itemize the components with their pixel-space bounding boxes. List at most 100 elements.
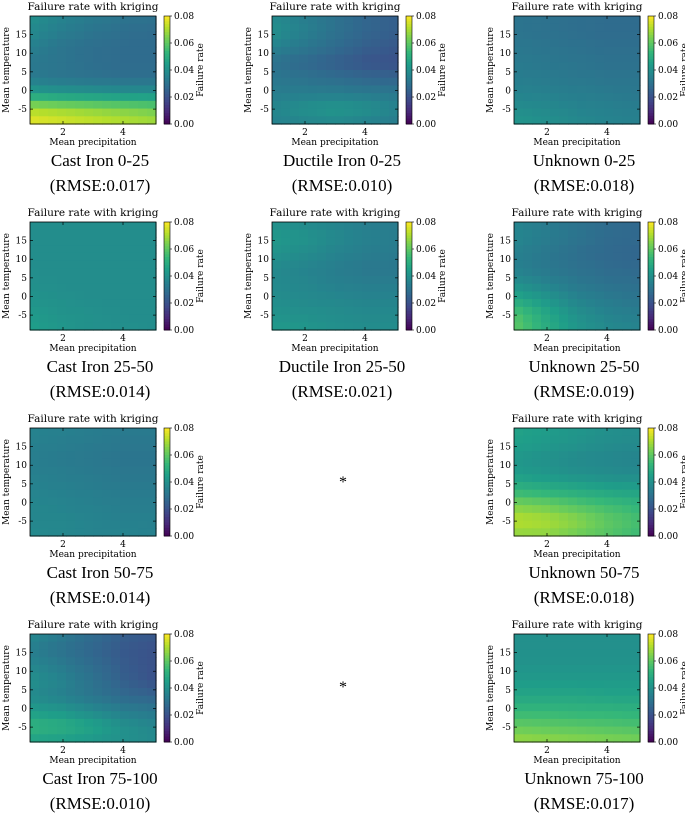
heatmap-cell bbox=[595, 458, 605, 468]
heatmap-cell bbox=[57, 497, 67, 506]
heatmap-cell bbox=[380, 93, 390, 102]
colorbar-segment bbox=[164, 99, 170, 103]
heatmap-cell bbox=[102, 703, 112, 712]
heatmap-cell bbox=[362, 77, 372, 87]
panel-rmse: (RMSE:0.010) bbox=[49, 794, 151, 813]
heatmap-cell bbox=[586, 268, 596, 277]
heatmap-cell bbox=[523, 528, 533, 537]
heatmap-cell bbox=[147, 283, 157, 293]
heatmap-cell bbox=[326, 252, 336, 262]
heatmap-cell bbox=[138, 482, 148, 491]
heatmap-cell bbox=[102, 505, 112, 514]
heatmap-cell bbox=[75, 23, 85, 33]
colorbar-segment bbox=[648, 514, 654, 518]
heatmap-cell bbox=[604, 451, 614, 460]
heatmap-cell bbox=[595, 23, 605, 33]
colorbar-tick-label: 0.02 bbox=[658, 299, 678, 309]
heatmap-cell bbox=[380, 291, 390, 300]
heatmap-cell bbox=[541, 314, 551, 323]
heatmap-cell bbox=[84, 520, 94, 529]
heatmap-cell bbox=[75, 711, 85, 720]
heatmap-cell bbox=[362, 31, 372, 40]
heatmap-cell bbox=[371, 299, 381, 308]
heatmap-cell bbox=[111, 428, 121, 437]
colorbar-segment bbox=[648, 704, 654, 708]
heatmap-cell bbox=[568, 268, 578, 277]
heatmap-cell bbox=[66, 268, 76, 277]
heatmap-cell bbox=[353, 291, 363, 300]
heatmap-cell bbox=[299, 306, 309, 316]
heatmap-cell bbox=[380, 16, 390, 25]
heatmap-cell bbox=[308, 54, 318, 63]
colorbar-segment bbox=[648, 509, 654, 513]
heatmap-cell bbox=[550, 497, 560, 506]
colorbar-segment bbox=[164, 267, 170, 272]
heatmap-cell bbox=[523, 31, 533, 40]
heatmap-cell bbox=[389, 314, 399, 323]
heatmap-cell bbox=[344, 314, 354, 323]
heatmap-cell bbox=[622, 672, 632, 681]
heatmap-cell bbox=[147, 443, 157, 452]
heatmap-cell bbox=[48, 726, 58, 735]
colorbar-segment bbox=[648, 503, 654, 507]
heatmap-cell bbox=[371, 237, 381, 246]
heatmap-cell bbox=[290, 322, 300, 331]
heatmap-cell bbox=[595, 70, 605, 79]
heatmap-cell bbox=[281, 31, 291, 40]
heatmap-cell bbox=[550, 634, 560, 643]
colorbar-segment bbox=[648, 97, 654, 101]
colorbar-segment bbox=[406, 40, 412, 44]
heatmap-cell bbox=[550, 322, 560, 331]
heatmap-cell bbox=[299, 70, 309, 79]
heatmap-cell bbox=[568, 672, 578, 681]
colorbar-segment bbox=[648, 476, 654, 480]
colorbar-segment bbox=[164, 446, 170, 451]
heatmap-cell bbox=[84, 657, 94, 666]
heatmap-cell bbox=[272, 70, 282, 79]
heatmap-cell bbox=[362, 283, 372, 293]
heatmap-cell bbox=[335, 16, 345, 25]
plot-frame bbox=[513, 633, 641, 743]
heatmap-cell bbox=[344, 54, 354, 63]
heatmap-cell bbox=[631, 482, 641, 491]
heatmap-cell bbox=[371, 283, 381, 293]
heatmap-cell bbox=[57, 54, 67, 63]
colorbar-segment bbox=[406, 300, 412, 304]
heatmap-cell bbox=[66, 458, 76, 468]
colorbar-segment bbox=[648, 324, 654, 328]
heatmap-cell bbox=[550, 680, 560, 689]
heatmap-cell bbox=[308, 252, 318, 262]
heatmap-cell bbox=[75, 634, 85, 643]
heatmap-cell bbox=[514, 664, 524, 674]
heatmap-cell bbox=[514, 711, 524, 720]
heatmap-cell bbox=[48, 54, 58, 63]
heatmap-cell bbox=[84, 46, 94, 56]
colorbar-segment bbox=[164, 40, 170, 44]
colorbar-segment bbox=[648, 278, 654, 282]
heatmap-cell bbox=[362, 39, 372, 48]
heatmap-cell bbox=[147, 512, 157, 522]
heatmap-cell bbox=[586, 734, 596, 743]
heatmap-cell bbox=[308, 276, 318, 285]
heatmap-cell bbox=[93, 634, 103, 643]
heatmap-cell bbox=[604, 482, 614, 491]
heatmap-cell bbox=[577, 100, 587, 110]
colorbar-label: Failure rate bbox=[438, 249, 448, 303]
heatmap-cell bbox=[559, 703, 569, 712]
heatmap-cell bbox=[380, 85, 390, 94]
heatmap-cell bbox=[30, 299, 40, 308]
heatmap-cell bbox=[622, 695, 632, 705]
heatmap-cell bbox=[317, 237, 327, 246]
colorbar-tick-label: 0.02 bbox=[658, 505, 678, 515]
heatmap-cell bbox=[523, 520, 533, 529]
colorbar-segment bbox=[406, 232, 412, 236]
colorbar-segment bbox=[164, 484, 170, 488]
colorbar-segment bbox=[648, 64, 654, 68]
heatmap-cell bbox=[84, 100, 94, 110]
heatmap-cell bbox=[577, 306, 587, 316]
heatmap-cell bbox=[120, 31, 130, 40]
heatmap-cell bbox=[326, 245, 336, 254]
